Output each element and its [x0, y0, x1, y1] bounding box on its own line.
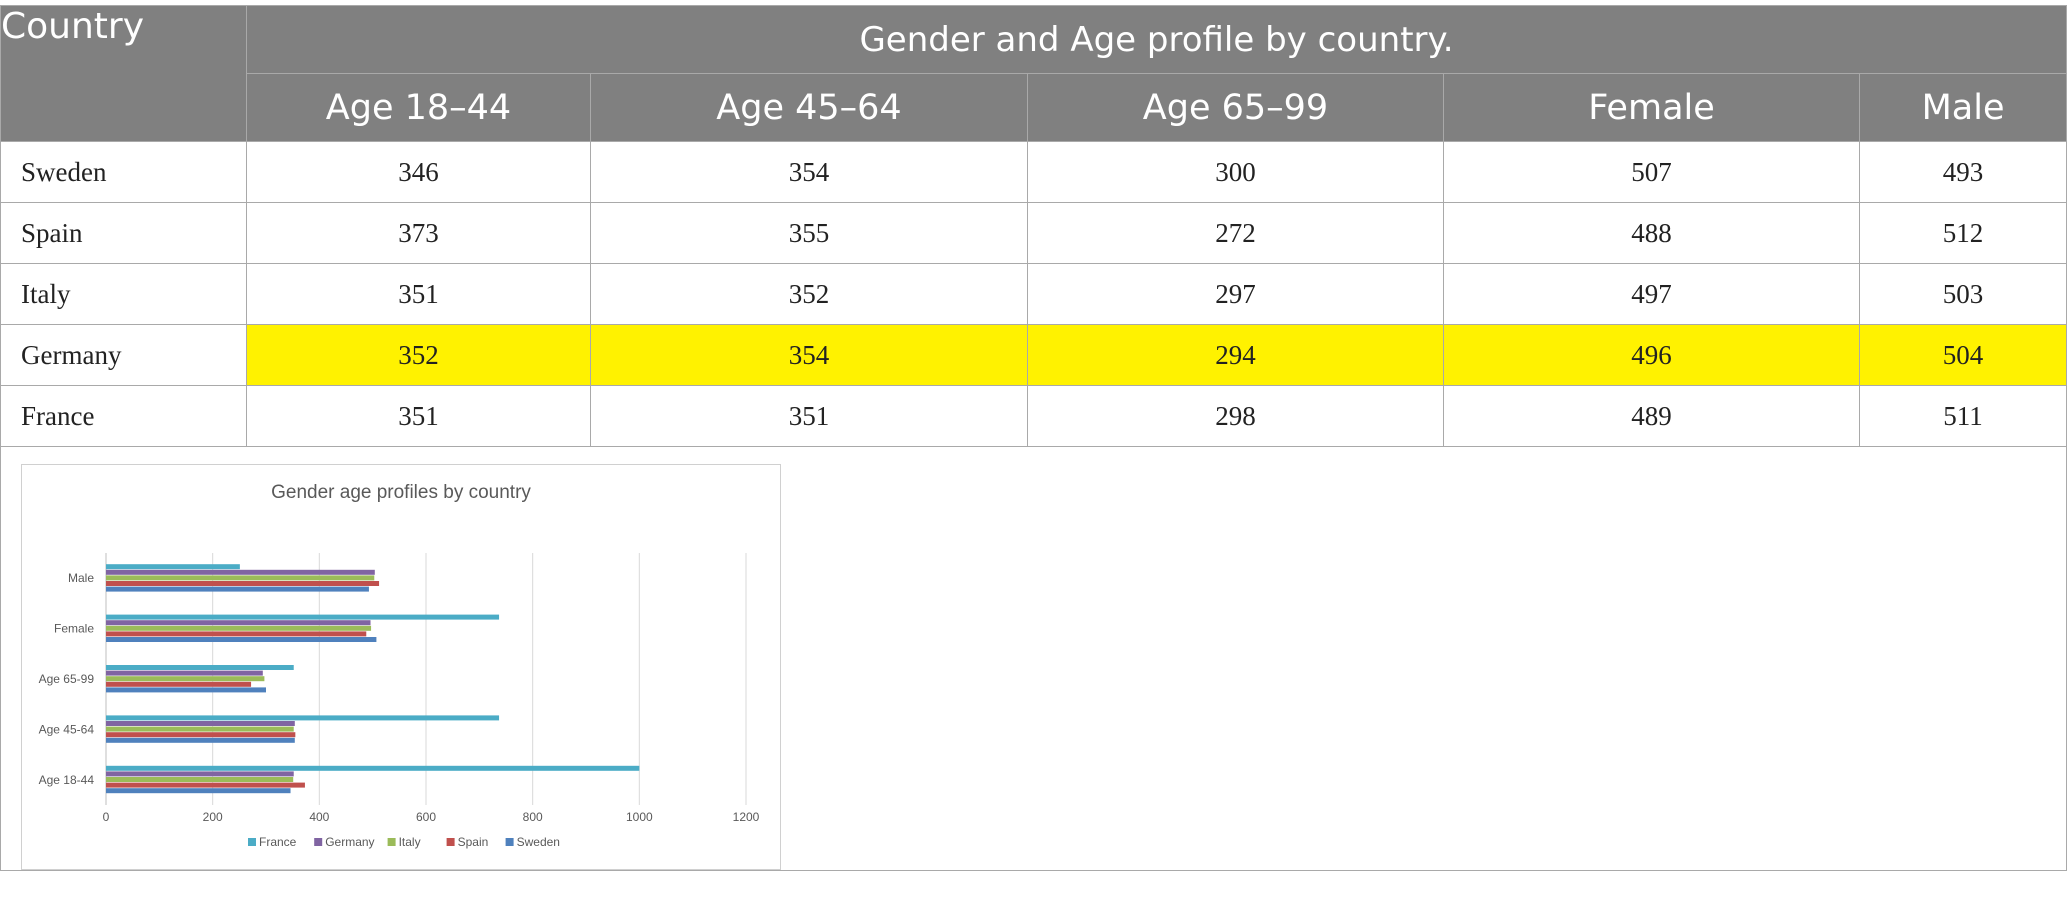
column-header-age-18-44: Age 18–44: [246, 73, 591, 142]
table-wrapper: Country Gender and Age profile by countr…: [0, 5, 2067, 871]
value-cell: 351: [246, 263, 591, 325]
value-cell: 354: [590, 324, 1028, 386]
bar: [106, 726, 294, 732]
table-row: Spain 373 355 272 488 512: [0, 202, 2067, 264]
legend-swatch: [387, 838, 396, 846]
value-cell: 351: [590, 385, 1028, 447]
legend-label: Italy: [399, 835, 421, 849]
value-cell: 351: [246, 385, 591, 447]
bar-chart: Gender age profiles by country 0 200 400 600…: [39, 482, 760, 849]
country-cell: Germany: [0, 324, 247, 386]
legend-label: Germany: [325, 835, 374, 849]
bar: [106, 631, 367, 637]
country-cell: Sweden: [0, 141, 247, 203]
value-cell: 512: [1858, 202, 2067, 264]
bar: [106, 765, 640, 771]
value-cell: 488: [1443, 202, 1860, 264]
bar: [106, 581, 380, 586]
x-tick-label: 1000: [626, 810, 653, 824]
category-label: Age 45-64: [39, 722, 95, 736]
bar: [106, 771, 294, 777]
bar: [106, 737, 295, 743]
category-label: Female: [54, 622, 94, 636]
legend-swatch: [248, 838, 256, 846]
country-cell: Spain: [0, 202, 247, 264]
value-cell: 497: [1443, 263, 1860, 325]
category-label: Age 18-44: [39, 773, 95, 787]
chart-container: Gender age profiles by country 0 200 400 600…: [21, 464, 781, 870]
value-cell: 507: [1443, 141, 1860, 203]
bar: [106, 569, 375, 575]
value-cell: 504: [1858, 324, 2067, 386]
value-cell: 352: [246, 324, 591, 386]
legend-swatch: [314, 838, 323, 846]
table-title: Gender and Age profile by country.: [245, 5, 2067, 74]
legend-swatch: [505, 838, 514, 846]
country-header: Country: [0, 5, 247, 142]
column-header-male: Male: [1858, 73, 2067, 142]
category-label: Male: [68, 571, 94, 585]
bar: [106, 777, 294, 782]
bar: [106, 614, 500, 620]
column-header-age-45-64: Age 45–64: [590, 73, 1028, 142]
bar: [106, 665, 294, 670]
bar: [106, 625, 372, 631]
value-cell: 489: [1443, 385, 1860, 447]
bar: [106, 715, 500, 721]
legend-swatch: [446, 838, 455, 846]
value-cell: 298: [1027, 385, 1444, 447]
value-cell: 300: [1027, 141, 1444, 203]
column-header-age-65-99: Age 65–99: [1027, 73, 1444, 142]
bar: [106, 564, 240, 570]
table-row: France 351 351 298 489 511: [0, 385, 2067, 447]
value-cell: 493: [1858, 141, 2067, 203]
bar: [106, 782, 305, 788]
chart-cell: Gender age profiles by country 0 200 400 600…: [0, 446, 2067, 871]
bar: [106, 620, 371, 626]
x-tick-label: 800: [523, 810, 543, 824]
value-cell: 373: [246, 202, 591, 264]
bar: [106, 670, 263, 676]
legend-label: Sweden: [517, 835, 560, 849]
country-cell: France: [0, 385, 247, 447]
value-cell: 354: [590, 141, 1028, 203]
bar: [106, 721, 295, 726]
bar: [106, 681, 252, 687]
value-cell: 297: [1027, 263, 1444, 325]
bar: [106, 637, 377, 642]
value-cell: 511: [1858, 385, 2067, 447]
value-cell: 496: [1443, 324, 1860, 386]
x-tick-label: 0: [103, 810, 110, 824]
value-cell: 352: [590, 263, 1028, 325]
bar: [106, 586, 369, 592]
category-label: Age 65-99: [39, 672, 95, 686]
value-cell: 346: [246, 141, 591, 203]
legend-label: Spain: [458, 835, 489, 849]
chart-row: Gender age profiles by country 0 200 400 600…: [0, 446, 2067, 871]
bar: [106, 575, 375, 581]
x-tick-label: 200: [203, 810, 223, 824]
column-header-female: Female: [1443, 73, 1860, 142]
value-cell: 294: [1027, 324, 1444, 386]
profile-table: Country Gender and Age profile by countr…: [0, 5, 2067, 871]
value-cell: 355: [590, 202, 1028, 264]
value-cell: 272: [1027, 202, 1444, 264]
chart-title: Gender age profiles by country: [271, 482, 531, 503]
x-tick-label: 600: [416, 810, 436, 824]
table-row: Italy 351 352 297 497 503: [0, 263, 2067, 325]
table-row: Sweden 346 354 300 507 493: [0, 141, 2067, 203]
bar: [106, 732, 296, 738]
x-tick-label: 400: [309, 810, 329, 824]
x-tick-label: 1200: [733, 810, 760, 824]
value-cell: 503: [1858, 263, 2067, 325]
bar: [106, 788, 291, 794]
country-cell: Italy: [0, 263, 247, 325]
table-row-highlighted: Germany 352 354 294 496 504: [0, 324, 2067, 386]
bar: [106, 687, 266, 693]
legend-label: France: [259, 835, 297, 849]
bar: [106, 676, 265, 682]
